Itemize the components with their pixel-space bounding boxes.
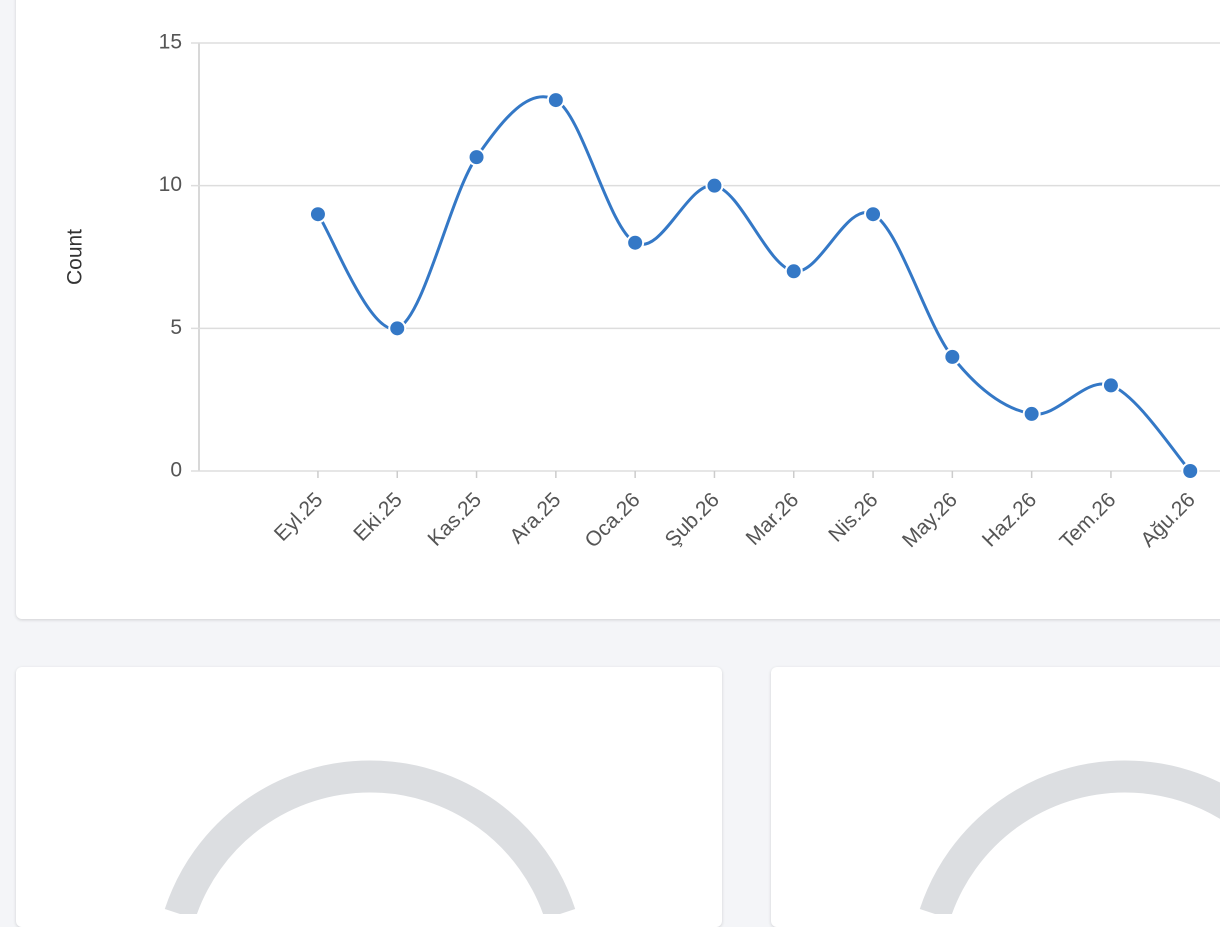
y-tick-label: 0 — [170, 459, 182, 482]
x-tick-label: Nis.26 — [824, 488, 882, 546]
x-tick-label: Eki.25 — [349, 488, 407, 546]
gauge-arc — [919, 760, 1220, 914]
y-axis-label: Count — [64, 229, 87, 285]
point — [864, 205, 883, 224]
point — [467, 148, 486, 167]
point — [1181, 462, 1200, 480]
point — [1022, 404, 1041, 423]
point — [1101, 376, 1120, 395]
point — [784, 262, 803, 281]
x-tick-label: Oca.26 — [581, 488, 645, 552]
gauge-card — [771, 667, 1220, 927]
point — [308, 205, 327, 224]
chart-card — [16, 0, 1220, 619]
x-tick-label: Ağu.26 — [1136, 488, 1199, 551]
point — [626, 233, 645, 252]
point — [943, 347, 962, 366]
gauge-arc — [164, 760, 576, 914]
x-tick-label: Kas.25 — [424, 488, 487, 551]
x-tick-label: Mar.26 — [742, 488, 804, 550]
y-tick-label: 15 — [159, 31, 182, 54]
gauge-card — [16, 667, 722, 927]
point — [705, 176, 724, 195]
line — [316, 95, 1192, 473]
x-tick-label: May.26 — [898, 488, 962, 552]
x-tick-label: Tem.26 — [1056, 488, 1121, 553]
point — [546, 91, 565, 110]
y-tick-label: 5 — [170, 316, 182, 339]
x-tick-label: Ara.25 — [505, 488, 565, 548]
x-tick-label: Haz.26 — [978, 488, 1041, 551]
x-tick-label: Şub.26 — [661, 488, 724, 551]
point — [388, 319, 407, 338]
y-tick-label: 10 — [159, 173, 182, 196]
x-tick-label: Eyl.25 — [270, 488, 328, 546]
